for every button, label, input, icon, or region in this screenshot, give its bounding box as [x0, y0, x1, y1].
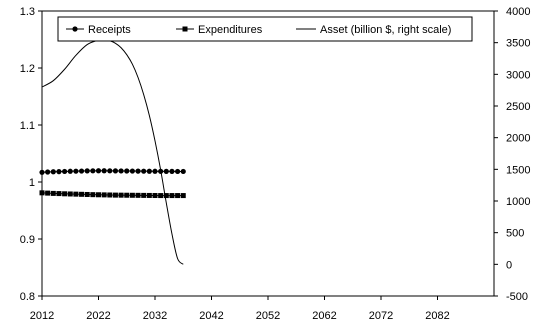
data-point: [118, 192, 124, 198]
data-point: [62, 168, 68, 175]
legend-label: Receipts: [88, 24, 131, 36]
x-tick-label: 2082: [425, 310, 449, 322]
x-tick-label: 2072: [369, 310, 393, 322]
legend-marker: [182, 26, 188, 32]
right-y-tick-label: 1000: [506, 196, 530, 208]
data-point: [96, 192, 101, 198]
left-y-tick-label: 0.9: [20, 234, 35, 246]
data-point: [152, 168, 158, 174]
data-point: [95, 168, 102, 174]
series-asset: [41, 39, 184, 265]
data-point: [107, 192, 113, 198]
data-point: [73, 168, 79, 174]
data-point: [50, 190, 56, 196]
data-point: [45, 169, 51, 175]
data-point: [146, 168, 152, 174]
data-point: [67, 168, 73, 174]
data-point: [141, 192, 147, 198]
data-point: [112, 192, 118, 198]
right-y-axis: -500 0 500 1000 1500 2000 2500 3000 3500 4000: [494, 6, 530, 303]
legend-label: Asset (billion $, right scale): [320, 24, 451, 36]
legend: Receipts Expenditures Asset (billion $, ri…: [57, 16, 473, 42]
legend-entry: Asset (billion $, right scale): [296, 24, 451, 36]
data-point: [50, 169, 56, 175]
left-y-tick-label: 0.8: [20, 291, 35, 303]
x-tick-label: 2032: [143, 310, 167, 322]
data-point: [107, 168, 113, 174]
data-point: [78, 168, 85, 174]
x-tick-label: 2012: [30, 310, 54, 322]
right-y-tick-label: 1500: [506, 164, 530, 176]
plot-border: [41, 10, 495, 297]
left-y-axis: 0.8 0.9 1 1.1 1.2 1.3: [20, 6, 42, 303]
data-point: [163, 193, 169, 199]
series-expenditures: [39, 190, 186, 199]
data-point: [67, 191, 73, 197]
x-tick-label: 2042: [199, 310, 223, 322]
data-point: [73, 191, 79, 197]
data-point: [180, 168, 186, 175]
data-point: [45, 190, 51, 196]
series-line: [41, 39, 184, 265]
left-y-tick-label: 1.1: [20, 120, 35, 132]
data-point: [101, 168, 107, 174]
data-point: [56, 169, 62, 175]
data-point: [141, 168, 147, 174]
data-point: [135, 168, 141, 174]
data-point: [163, 168, 169, 174]
left-y-tick-label: 1.3: [20, 6, 35, 18]
legend-entry: Receipts: [66, 24, 131, 36]
data-point: [175, 193, 181, 199]
data-point: [124, 168, 130, 174]
right-y-tick-label: 0: [506, 259, 512, 271]
x-tick-label: 2052: [256, 310, 280, 322]
data-point: [101, 192, 107, 198]
data-point: [79, 191, 85, 197]
x-tick-label: 2062: [312, 310, 336, 322]
series-layer: [39, 39, 186, 265]
data-point: [84, 168, 90, 174]
left-y-tick-label: 1: [29, 177, 35, 189]
right-y-tick-label: 3500: [506, 38, 530, 50]
data-point: [146, 192, 152, 198]
data-point: [112, 168, 119, 174]
data-point: [175, 168, 181, 175]
data-point: [169, 168, 175, 174]
legend-box: [57, 16, 473, 42]
plot-area: [41, 10, 495, 297]
data-point: [169, 193, 175, 199]
data-point: [129, 192, 135, 198]
right-y-tick-label: 2500: [506, 101, 530, 113]
data-point: [84, 191, 90, 197]
data-point: [180, 193, 186, 199]
data-point: [152, 193, 158, 199]
data-point: [135, 192, 141, 198]
data-point: [39, 190, 45, 196]
right-y-tick-label: -500: [506, 291, 528, 303]
right-y-tick-label: 2000: [506, 133, 530, 145]
data-point: [62, 191, 68, 197]
left-y-tick-label: 1.2: [20, 63, 35, 75]
data-point: [39, 169, 45, 175]
right-y-tick-label: 500: [506, 228, 524, 240]
data-point: [56, 191, 62, 197]
data-point: [129, 168, 135, 174]
x-tick-label: 2022: [86, 310, 110, 322]
data-point: [124, 192, 130, 198]
data-point: [118, 168, 124, 174]
data-point: [158, 193, 164, 199]
data-point: [90, 192, 96, 198]
right-y-tick-label: 3000: [506, 69, 530, 81]
legend-entry: Expenditures: [176, 24, 263, 36]
x-axis: 2012 2022 2032 2042 2052 2062 2072 2082: [30, 296, 450, 322]
legend-marker: [72, 26, 78, 32]
legend-label: Expenditures: [198, 24, 263, 36]
right-y-tick-label: 4000: [506, 6, 530, 18]
data-point: [90, 168, 96, 174]
